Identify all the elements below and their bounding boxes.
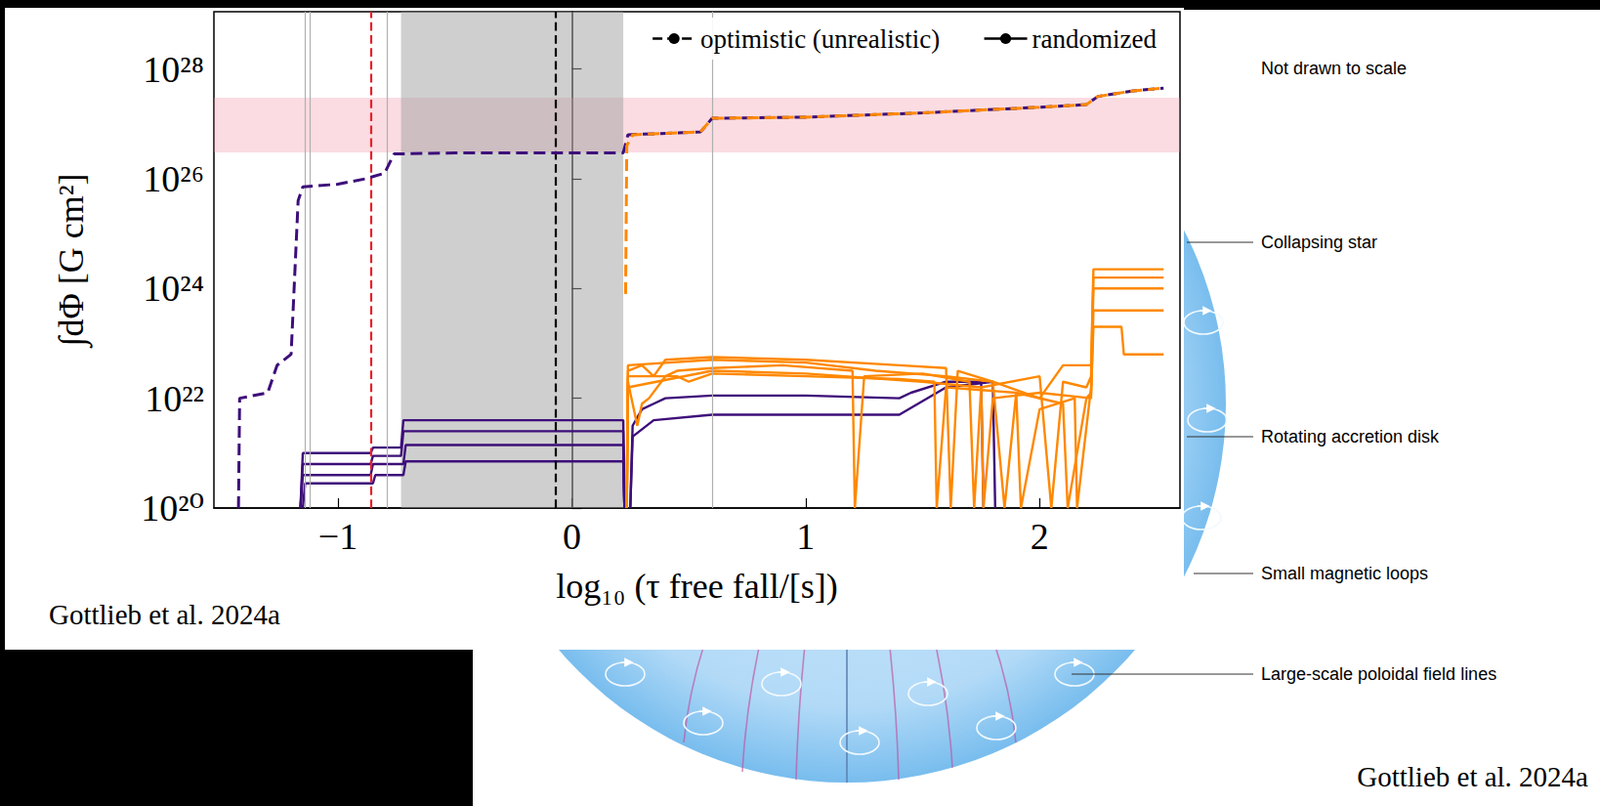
svg-text:0: 0 [562, 515, 582, 557]
svg-text:randomized: randomized [1032, 24, 1158, 54]
svg-text:2: 2 [1030, 515, 1050, 557]
svg-text:Rotating accretion disk: Rotating accretion disk [1261, 426, 1440, 447]
svg-text:Gottlieb et al. 2024a: Gottlieb et al. 2024a [1356, 760, 1589, 793]
svg-text:Small magnetic loops: Small magnetic loops [1261, 563, 1429, 584]
svg-text:log₁₀ (τ free fall/[s]): log₁₀ (τ free fall/[s]) [555, 566, 838, 606]
svg-text:Large-scale poloidal field lin: Large-scale poloidal field lines [1261, 664, 1497, 684]
svg-text:∫dΦ [G cm²]: ∫dΦ [G cm²] [51, 173, 93, 349]
svg-text:10²⁴: 10²⁴ [142, 267, 205, 309]
svg-text:−1: −1 [318, 515, 358, 557]
svg-text:optimistic (unrealistic): optimistic (unrealistic) [700, 24, 940, 54]
svg-text:1: 1 [796, 515, 815, 557]
svg-text:10²²: 10²² [144, 378, 205, 420]
svg-text:Collapsing star: Collapsing star [1261, 232, 1378, 253]
svg-text:10²⁶: 10²⁶ [142, 158, 205, 200]
svg-text:Not drawn to scale: Not drawn to scale [1261, 58, 1407, 79]
svg-text:10²⁸: 10²⁸ [142, 48, 205, 90]
svg-text:Gottlieb et al. 2024a: Gottlieb et al. 2024a [48, 598, 281, 631]
svg-text:10²⁰: 10²⁰ [140, 487, 205, 529]
